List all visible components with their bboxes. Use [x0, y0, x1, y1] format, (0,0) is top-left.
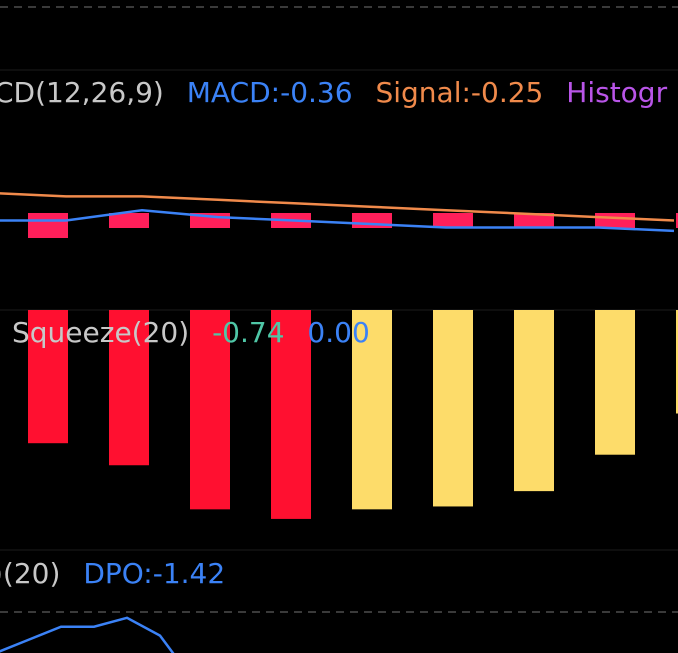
- squeeze-bar: [271, 310, 311, 519]
- squeeze-value-2: 0.00: [307, 316, 370, 349]
- squeeze-bar: [676, 310, 678, 414]
- squeeze-bar: [433, 310, 473, 507]
- macd-histogram-bar: [28, 213, 68, 238]
- squeeze-bar: [514, 310, 554, 492]
- squeeze-bar: [352, 310, 392, 510]
- macd-legend: CD(12,26,9) MACD:-0.36 Signal:-0.25 Hist…: [0, 79, 678, 107]
- macd-value-label: MACD:-0.36: [186, 76, 353, 109]
- squeeze-bars: [28, 310, 678, 519]
- squeeze-bar: [28, 310, 68, 444]
- macd-line: [0, 208, 675, 233]
- dpo-panel-title: )(20): [0, 557, 61, 590]
- squeeze-panel-title: Squeeze(20): [12, 316, 190, 349]
- macd-histogram-bar: [433, 213, 473, 228]
- macd-histogram-bar: [595, 213, 635, 228]
- macd-panel-title: CD(12,26,9): [0, 76, 164, 109]
- dpo-lines: [0, 616, 175, 653]
- squeeze-value: -0.74: [212, 316, 285, 349]
- squeeze-legend: Squeeze(20) -0.74 0.00: [12, 319, 384, 347]
- macd-histogram-bar: [109, 213, 149, 228]
- macd-histogram-bar: [514, 213, 554, 228]
- signal-line: [0, 192, 675, 222]
- macd-lines: [0, 192, 675, 233]
- histogram-value-label: Histogr: [566, 76, 668, 109]
- dpo-legend: )(20) DPO:-1.42: [0, 560, 239, 588]
- squeeze-bar: [595, 310, 635, 455]
- dpo-line: [0, 616, 175, 653]
- dpo-value-label: DPO:-1.42: [83, 557, 226, 590]
- macd-histogram-bar: [676, 213, 678, 228]
- squeeze-bar: [190, 310, 230, 510]
- squeeze-bar: [109, 310, 149, 466]
- macd-histogram-bars: [28, 213, 678, 238]
- signal-value-label: Signal:-0.25: [375, 76, 544, 109]
